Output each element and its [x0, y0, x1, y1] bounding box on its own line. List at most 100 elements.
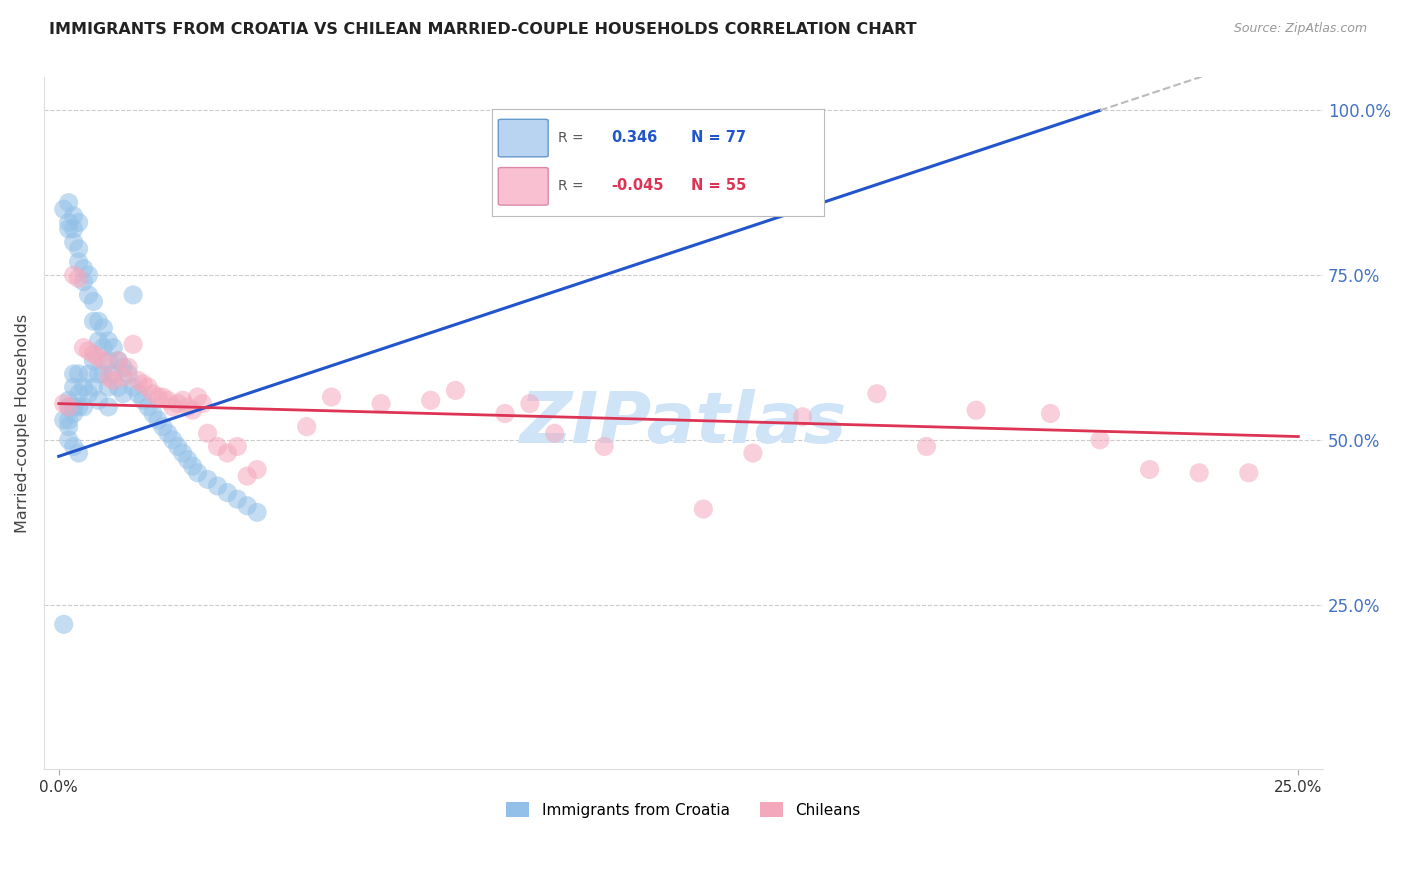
Point	[97, 370, 120, 384]
Point	[107, 380, 129, 394]
Point	[93, 341, 115, 355]
Point	[295, 419, 318, 434]
Point	[246, 462, 269, 476]
Point	[1237, 466, 1260, 480]
Point	[62, 407, 84, 421]
Point	[146, 413, 169, 427]
Point	[77, 268, 100, 282]
Point	[226, 439, 249, 453]
Point	[166, 439, 188, 453]
Point	[217, 446, 239, 460]
Point	[181, 403, 204, 417]
Point	[58, 400, 80, 414]
Point	[87, 351, 110, 365]
Point	[58, 222, 80, 236]
Point	[142, 407, 165, 421]
Point	[62, 209, 84, 223]
Point	[72, 400, 94, 414]
Point	[103, 341, 125, 355]
Point	[187, 466, 209, 480]
Point	[236, 469, 259, 483]
Point	[67, 446, 90, 460]
Point	[132, 376, 155, 391]
Point	[62, 400, 84, 414]
Point	[1139, 462, 1161, 476]
Point	[117, 360, 139, 375]
Point	[122, 337, 145, 351]
Point	[543, 426, 565, 441]
Point	[112, 370, 135, 384]
Point	[152, 419, 174, 434]
Point	[166, 396, 188, 410]
Y-axis label: Married-couple Households: Married-couple Households	[15, 314, 30, 533]
Text: ZIPatlas: ZIPatlas	[520, 389, 848, 458]
Point	[965, 403, 987, 417]
Point	[172, 446, 194, 460]
Point	[593, 439, 616, 453]
Point	[82, 380, 104, 394]
Point	[103, 374, 125, 388]
Point	[87, 367, 110, 381]
Point	[67, 255, 90, 269]
Point	[87, 393, 110, 408]
Point	[67, 386, 90, 401]
Point	[127, 374, 149, 388]
Point	[93, 367, 115, 381]
Point	[226, 492, 249, 507]
Point	[197, 472, 219, 486]
Point	[107, 353, 129, 368]
Point	[172, 393, 194, 408]
Point	[122, 288, 145, 302]
Point	[112, 360, 135, 375]
Point	[742, 446, 765, 460]
Point	[58, 215, 80, 229]
Point	[72, 261, 94, 276]
Point	[1088, 433, 1111, 447]
Point	[58, 413, 80, 427]
Point	[67, 400, 90, 414]
Point	[187, 390, 209, 404]
Point	[77, 288, 100, 302]
Point	[370, 396, 392, 410]
Point	[136, 380, 159, 394]
Point	[62, 222, 84, 236]
Point	[72, 341, 94, 355]
Point	[181, 459, 204, 474]
Point	[97, 380, 120, 394]
Point	[792, 409, 814, 424]
Point	[77, 386, 100, 401]
Point	[419, 393, 441, 408]
Point	[915, 439, 938, 453]
Point	[52, 617, 75, 632]
Point	[72, 275, 94, 289]
Point	[156, 426, 179, 441]
Point	[82, 314, 104, 328]
Point	[62, 439, 84, 453]
Point	[191, 396, 214, 410]
Point	[72, 380, 94, 394]
Point	[87, 314, 110, 328]
Point	[107, 353, 129, 368]
Point	[176, 452, 198, 467]
Point	[82, 347, 104, 361]
Point	[97, 353, 120, 368]
Point	[246, 505, 269, 519]
Point	[519, 396, 541, 410]
Legend: Immigrants from Croatia, Chileans: Immigrants from Croatia, Chileans	[501, 796, 866, 824]
Point	[52, 396, 75, 410]
Point	[136, 400, 159, 414]
Point	[58, 393, 80, 408]
Point	[82, 294, 104, 309]
Point	[146, 390, 169, 404]
Point	[152, 390, 174, 404]
Point	[52, 202, 75, 217]
Point	[103, 367, 125, 381]
Point	[58, 433, 80, 447]
Point	[197, 426, 219, 441]
Point	[156, 393, 179, 408]
Point	[58, 400, 80, 414]
Point	[62, 268, 84, 282]
Point	[236, 499, 259, 513]
Point	[117, 367, 139, 381]
Point	[692, 502, 714, 516]
